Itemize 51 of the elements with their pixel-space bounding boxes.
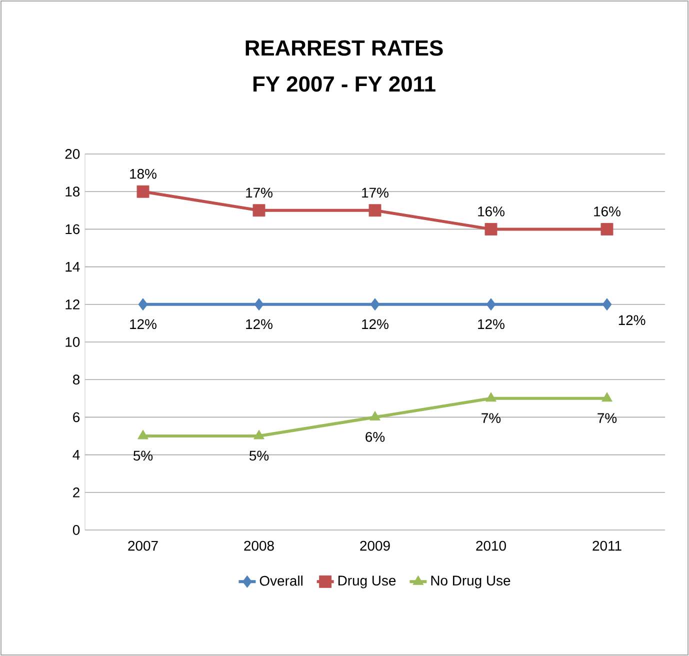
y-tick-label: 8 [73,374,80,385]
data-label: 12% [246,319,272,330]
y-tick-label: 6 [73,412,80,422]
data-label: 7% [598,413,617,423]
point [370,410,380,420]
y-tick-label: 4 [72,450,80,460]
x-tick-label: 2010 [476,540,506,551]
legend-label: No Drug Use [431,576,510,588]
point [600,222,614,236]
y-tick-label: 12 [66,300,80,310]
point [368,204,382,217]
point [254,298,264,311]
data-label: 12% [362,319,388,330]
data-label: 16% [478,206,504,216]
data-label: 5% [249,450,269,461]
data-label: 5% [133,450,153,461]
data-label: 17% [246,188,272,198]
point [484,222,498,236]
legend-label: Overall [260,576,302,586]
data-label: 18% [130,168,156,179]
point [486,298,496,311]
y-tick-label: 20 [65,149,80,159]
data-label: 6% [366,432,385,442]
chart-subtitle: FY 2007 - FY 2011 [253,76,436,92]
point [136,185,150,198]
data-label: 12% [130,319,156,330]
y-tick-label: 2 [73,488,80,498]
x-tick-label: 2007 [128,540,158,551]
y-tick-label: 14 [66,262,80,272]
point [486,392,496,402]
point [252,204,266,217]
y-tick-label: 18 [66,186,80,197]
point [602,392,612,402]
point [138,298,148,311]
y-tick-label: 10 [66,337,80,347]
point [138,430,148,440]
data-label: 7% [482,413,501,423]
data-label: 17% [362,188,388,198]
point [254,430,264,440]
x-tick-label: 2009 [360,540,390,551]
point [602,298,612,311]
y-tick-label: 16 [66,224,80,234]
data-label: 16% [594,206,620,216]
data-label: 12% [618,315,646,326]
x-tick-label: 2011 [592,540,622,551]
chart-title: REARREST RATES [246,40,443,56]
data-label: 12% [478,319,504,330]
point [370,298,380,311]
legend-label: Drug Use [338,576,396,588]
x-tick-label: 2008 [244,540,274,551]
y-tick-label: 0 [72,525,80,535]
